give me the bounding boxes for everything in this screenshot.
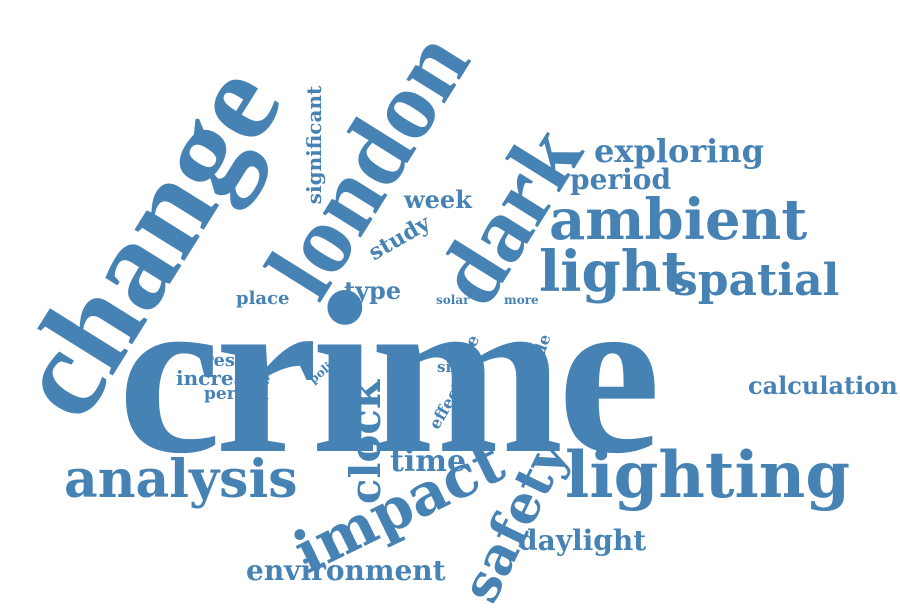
word-solar: solar — [436, 293, 470, 307]
word-exploring: exploring — [594, 132, 764, 170]
word-spatial: spatial — [673, 255, 840, 306]
word-type: type — [344, 276, 402, 305]
word-week: week — [404, 185, 472, 214]
word-more: more — [504, 293, 539, 307]
word-increase: increase — [176, 366, 271, 390]
word-calculation: calculation — [748, 371, 898, 400]
word-time: time — [390, 444, 467, 479]
word-environment: environment — [246, 554, 446, 587]
word-ambient: ambient — [549, 187, 808, 253]
word-clock: clock — [341, 379, 391, 505]
word-analysis: analysis — [64, 449, 298, 510]
word-significant: significant — [302, 85, 327, 205]
word-lighting: lighting — [565, 438, 851, 513]
word-place: place — [236, 288, 290, 309]
word-crime: crime — [118, 245, 661, 502]
word-person: person — [204, 384, 269, 404]
word-daylight: daylight — [518, 524, 647, 557]
word-light: light — [539, 239, 688, 305]
word-side: side — [437, 358, 472, 376]
word-result: result — [204, 350, 264, 371]
word-period: period — [570, 163, 672, 196]
